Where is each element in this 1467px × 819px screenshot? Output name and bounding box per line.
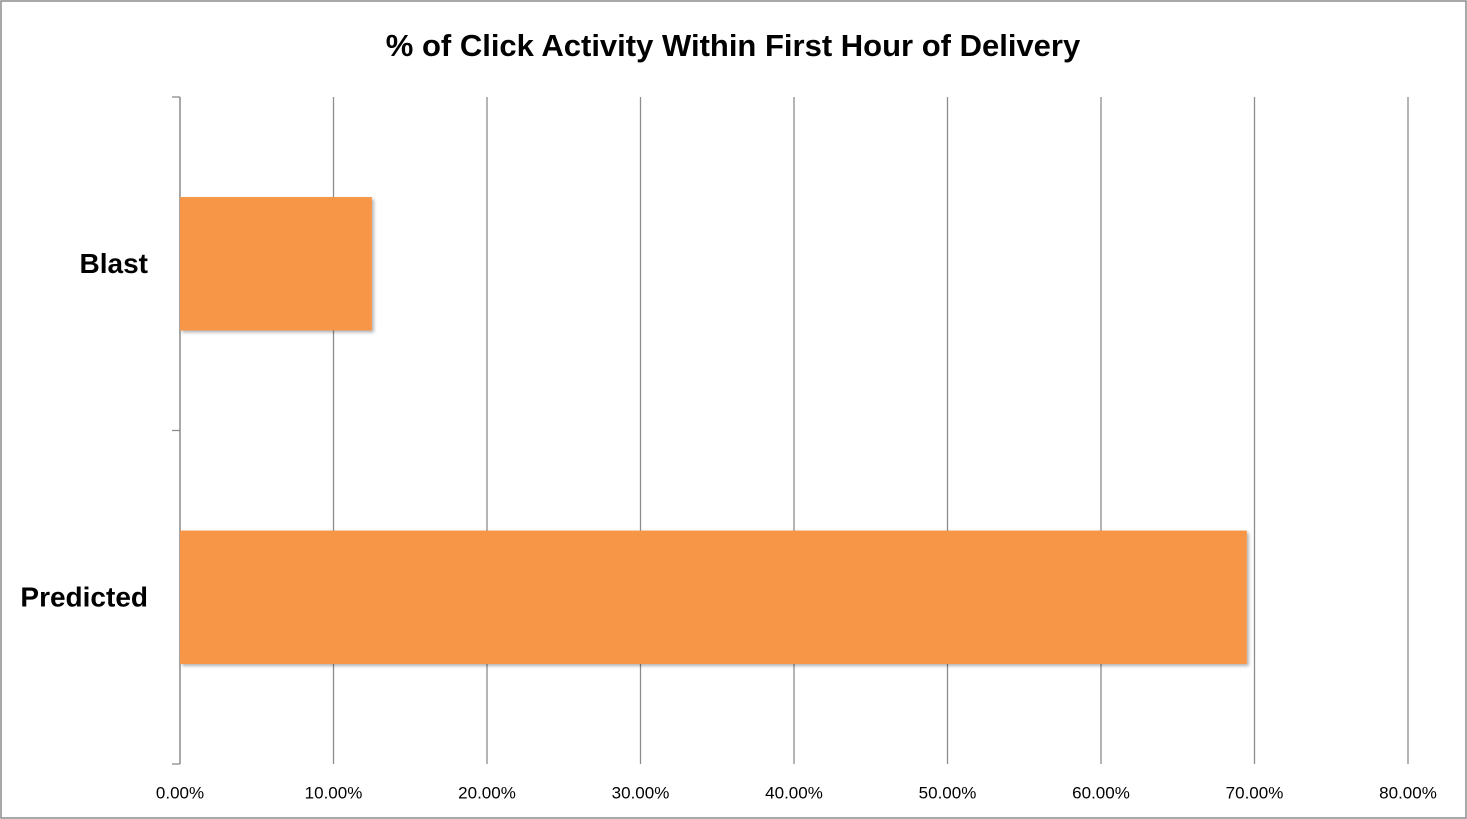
x-tick-label: 20.00% <box>458 783 516 802</box>
bar <box>180 530 1247 664</box>
x-tick-label: 80.00% <box>1379 783 1437 802</box>
y-tick-label: Predicted <box>20 582 148 613</box>
x-tick-label: 70.00% <box>1226 783 1284 802</box>
x-tick-label: 50.00% <box>919 783 977 802</box>
x-tick-label: 40.00% <box>765 783 823 802</box>
x-tick-label: 10.00% <box>305 783 363 802</box>
x-tick-label: 0.00% <box>156 783 204 802</box>
bar <box>180 197 372 331</box>
x-tick-label: 30.00% <box>612 783 670 802</box>
y-tick-label: Blast <box>80 248 148 279</box>
chart-title: % of Click Activity Within First Hour of… <box>386 28 1081 63</box>
x-tick-label: 60.00% <box>1072 783 1130 802</box>
